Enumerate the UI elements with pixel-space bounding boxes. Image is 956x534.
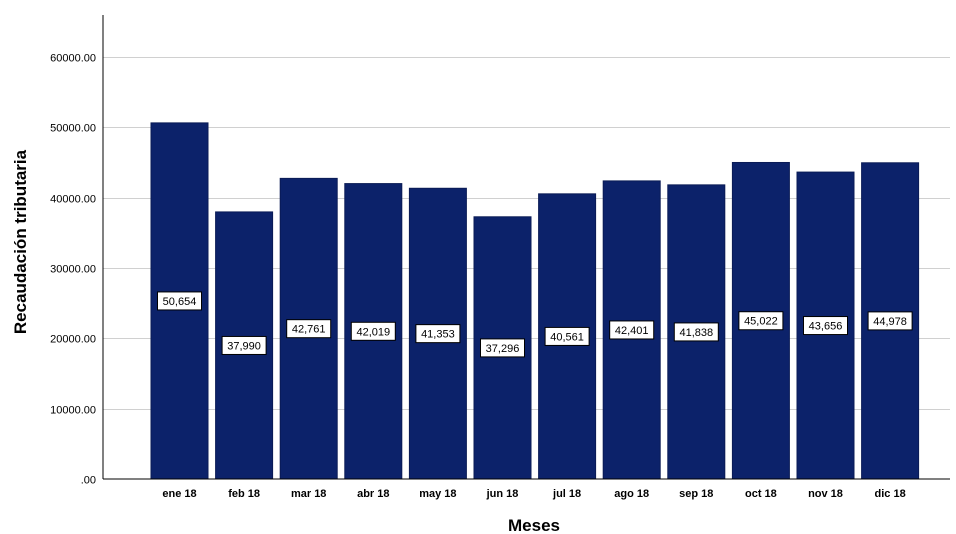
y-tick-labels: .00 10000.00 20000.00 30000.00 40000.00 50000… — [50, 53, 96, 487]
data-label-box — [415, 324, 461, 344]
data-labels: 50,654 37,990 42,761 42,019 41,353 37,296 40,5… — [157, 291, 913, 358]
data-label: 45,022 — [744, 316, 778, 328]
data-label-box — [480, 338, 525, 358]
data-label-box — [867, 311, 913, 331]
x-tick-label: ene 18 — [162, 488, 196, 500]
data-label: 37,990 — [227, 340, 261, 352]
y-tick-label: 10000.00 — [50, 405, 96, 417]
y-tick-label: 20000.00 — [50, 334, 96, 346]
data-label: 44,978 — [873, 316, 907, 328]
x-tick-label: abr 18 — [357, 488, 389, 500]
data-label-box — [286, 319, 332, 339]
y-tick-label: .00 — [81, 475, 96, 487]
axes — [102, 15, 950, 480]
data-label-box — [544, 326, 590, 346]
data-label: 42,019 — [356, 326, 390, 338]
data-label-box — [221, 335, 267, 355]
data-label: 43,656 — [809, 321, 843, 333]
x-tick-label: may 18 — [419, 488, 456, 500]
y-tick-label: 50000.00 — [50, 123, 96, 135]
data-label: 42,761 — [292, 324, 326, 336]
data-label: 37,296 — [486, 343, 520, 355]
y-axis-title: Recaudación tributaria — [11, 149, 30, 334]
bars — [150, 122, 920, 480]
data-label: 42,401 — [615, 325, 649, 337]
data-label-box — [157, 291, 202, 311]
data-label: 40,561 — [550, 331, 584, 343]
data-label-box — [350, 321, 396, 341]
data-label-box — [738, 311, 784, 331]
data-label: 41,353 — [421, 329, 455, 341]
x-tick-label: oct 18 — [745, 488, 777, 500]
data-label: 41,838 — [679, 327, 713, 339]
x-axis-title: Meses — [508, 516, 560, 534]
data-label: 50,654 — [163, 296, 197, 308]
x-tick-label: sep 18 — [679, 488, 713, 500]
data-label-box — [609, 320, 655, 340]
x-tick-label: feb 18 — [228, 488, 260, 500]
x-tick-label: ago 18 — [614, 488, 649, 500]
x-tick-label: mar 18 — [291, 488, 326, 500]
y-tick-label: 60000.00 — [50, 53, 96, 65]
y-tick-label: 40000.00 — [50, 194, 96, 206]
x-tick-label: dic 18 — [875, 488, 906, 500]
x-tick-label: jun 18 — [486, 488, 519, 500]
x-tick-labels: ene 18 feb 18 mar 18 abr 18 may 18 jun 18 jul … — [162, 488, 905, 500]
data-label-box — [803, 316, 848, 336]
data-label-box — [673, 322, 719, 342]
x-tick-label: nov 18 — [808, 488, 843, 500]
x-tick-label: jul 18 — [552, 488, 581, 500]
y-tick-label: 30000.00 — [50, 264, 96, 276]
